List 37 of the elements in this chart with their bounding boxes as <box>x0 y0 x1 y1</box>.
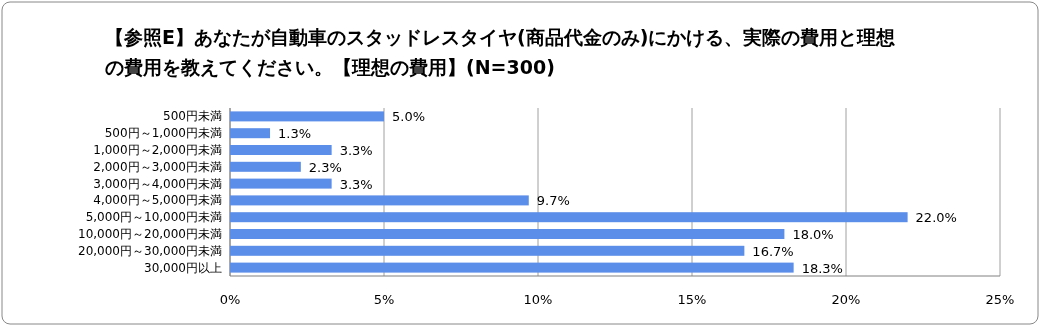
x-tick-label: 25% <box>985 292 1015 307</box>
bar <box>230 229 785 239</box>
y-tick-label: 1,000円～2,000円未満 <box>93 143 222 157</box>
y-tick-label: 500円未満 <box>163 109 222 124</box>
bar <box>230 262 794 273</box>
data-label: 5.0% <box>392 109 426 125</box>
data-label: 2.3% <box>308 159 342 175</box>
bar <box>230 145 332 155</box>
x-tick-label: 10% <box>523 292 553 307</box>
y-tick-label: 30,000円以上 <box>144 260 222 275</box>
y-tick-label: 20,000円～30,000円未満 <box>78 243 222 258</box>
data-label: 18.3% <box>801 260 843 276</box>
x-tick-label: 0% <box>219 292 241 307</box>
data-label: 16.7% <box>752 243 794 259</box>
bar <box>230 212 908 223</box>
bar <box>230 128 271 139</box>
y-tick-label: 2,000円～3,000円未満 <box>93 159 222 174</box>
y-tick-label: 500円～1,000円未満 <box>104 126 222 141</box>
x-tick-label: 5% <box>373 292 395 307</box>
y-tick-label: 10,000円～20,000円未満 <box>78 227 222 241</box>
y-tick-label: 3,000円～4,000円未満 <box>93 176 222 191</box>
data-label: 3.3% <box>339 176 373 192</box>
x-tick-label: 20% <box>831 292 861 307</box>
data-label: 3.3% <box>339 143 373 158</box>
y-tick-label: 5,000円～10,000円未満 <box>85 210 222 225</box>
data-label: 9.7% <box>536 193 570 209</box>
y-tick-label: 4,000円～5,000円未満 <box>93 193 222 208</box>
data-label: 18.0% <box>792 227 834 242</box>
chart-title: 【参照E】あなたが自動車のスタッドレスタイヤ(商品代金のみ)にかける、実際の費用と理想の費用を教えてください。【理想の費用】(N=300) <box>105 25 897 80</box>
data-label: 22.0% <box>915 210 957 226</box>
bar <box>230 161 301 172</box>
x-tick-label: 15% <box>677 292 707 307</box>
bar <box>230 195 529 206</box>
bar <box>230 245 745 256</box>
bar <box>230 178 332 189</box>
bar <box>230 111 384 122</box>
data-label: 1.3% <box>278 126 312 142</box>
